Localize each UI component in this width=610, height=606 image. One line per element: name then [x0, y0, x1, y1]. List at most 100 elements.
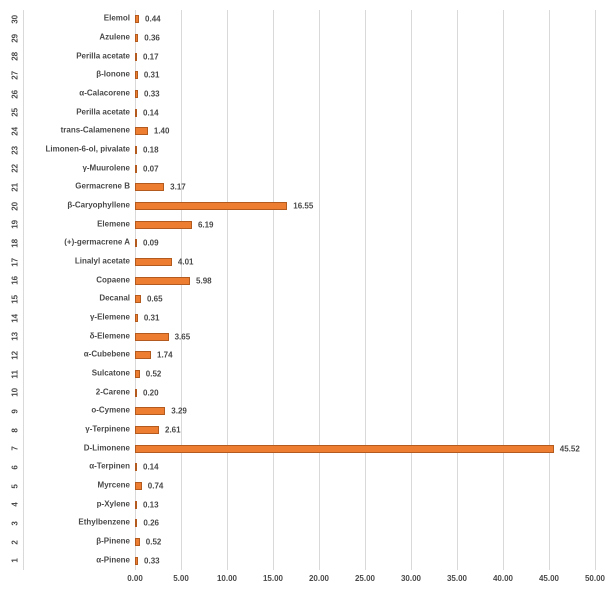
- x-axis-tick-label: 20.00: [309, 574, 329, 583]
- y-category-label: α-Calacorene: [26, 90, 130, 99]
- y-index-label: 28: [6, 48, 25, 66]
- bar: [135, 15, 139, 23]
- bar-value-label: 0.33: [144, 89, 160, 98]
- y-index-label: 26: [6, 85, 25, 103]
- bar: [135, 407, 165, 415]
- chart-row: 29Azulene0.36: [0, 29, 610, 48]
- y-index-label: 25: [6, 104, 25, 122]
- bar: [135, 258, 172, 266]
- bar: [135, 165, 137, 173]
- y-index-label: 24: [6, 122, 25, 140]
- chart-row: 22γ-Muurolene0.07: [0, 159, 610, 178]
- bar-value-label: 0.36: [144, 33, 160, 42]
- bar-value-label: 0.74: [148, 481, 164, 490]
- y-category-label: Linalyl acetate: [26, 258, 130, 267]
- y-category-label: α-Cubebene: [26, 351, 130, 360]
- bar: [135, 90, 138, 98]
- bar-value-label: 0.17: [143, 52, 159, 61]
- chart-row: 25Perilla acetate 0.14: [0, 103, 610, 122]
- y-index-label: 21: [6, 178, 25, 196]
- bar-value-label: 0.14: [143, 108, 159, 117]
- y-index-label: 11: [6, 365, 25, 383]
- y-category-label: γ-Muurolene: [26, 164, 130, 173]
- chart-row: 28Perilla acetate0.17: [0, 47, 610, 66]
- y-index-label: 10: [6, 384, 25, 402]
- y-category-label: 2-Carene: [26, 388, 130, 397]
- bar-value-label: 6.19: [198, 220, 214, 229]
- bar: [135, 146, 137, 154]
- chart-row: 8γ-Terpinene2.61: [0, 421, 610, 440]
- y-category-label: Elemol: [26, 15, 130, 24]
- y-category-label: Elemene: [26, 220, 130, 229]
- y-category-label: o-Cymene: [26, 407, 130, 416]
- bar-value-label: 3.65: [175, 332, 191, 341]
- chart-row: 9o-Cymene3.29: [0, 402, 610, 421]
- bar: [135, 183, 164, 191]
- y-index-label: 12: [6, 346, 25, 364]
- chart-row: 4p-Xylene0.13: [0, 495, 610, 514]
- bar: [135, 389, 137, 397]
- bar: [135, 314, 138, 322]
- y-index-label: 15: [6, 290, 25, 308]
- y-category-label: δ-Elemene: [26, 332, 130, 341]
- chart-container: 0.005.0010.0015.0020.0025.0030.0035.0040…: [0, 0, 610, 606]
- chart-row: 19Elemene 6.19: [0, 215, 610, 234]
- y-index-label: 18: [6, 234, 25, 252]
- y-category-label: Sulcatone: [26, 370, 130, 379]
- y-index-label: 3: [6, 514, 25, 532]
- y-category-label: Germacrene B: [26, 183, 130, 192]
- chart-row: 5Myrcene0.74: [0, 477, 610, 496]
- x-axis-tick-label: 0.00: [127, 574, 143, 583]
- y-category-label: Azulene: [26, 34, 130, 43]
- bar: [135, 519, 137, 527]
- x-axis-tick-label: 10.00: [217, 574, 237, 583]
- bar: [135, 482, 142, 490]
- y-category-label: β-Caryophyllene: [26, 202, 130, 211]
- y-category-label: γ-Terpinene: [26, 426, 130, 435]
- x-axis-tick-label: 15.00: [263, 574, 283, 583]
- chart-row: 102-Carene 0.20: [0, 383, 610, 402]
- bar-value-label: 3.17: [170, 183, 186, 192]
- chart-row: 3Ethylbenzene0.26: [0, 514, 610, 533]
- y-index-label: 17: [6, 253, 25, 271]
- y-category-label: trans-Calamenene: [26, 127, 130, 136]
- bar-value-label: 0.52: [146, 369, 162, 378]
- bar: [135, 277, 190, 285]
- bar: [135, 53, 137, 61]
- x-axis-tick-label: 25.00: [355, 574, 375, 583]
- bar-value-label: 0.65: [147, 295, 163, 304]
- bar: [135, 557, 138, 565]
- chart-row: 27β-Ionone0.31: [0, 66, 610, 85]
- bar: [135, 463, 137, 471]
- y-index-label: 6: [6, 458, 25, 476]
- bar-value-label: 0.31: [144, 313, 160, 322]
- chart-row: 11Sulcatone 0.52: [0, 365, 610, 384]
- y-category-label: Myrcene: [26, 482, 130, 491]
- y-index-label: 9: [6, 402, 25, 420]
- bar: [135, 426, 159, 434]
- y-index-label: 19: [6, 216, 25, 234]
- bar: [135, 538, 140, 546]
- chart-row: 14γ-Elemene0.31: [0, 309, 610, 328]
- chart-row: 30Elemol0.44: [0, 10, 610, 29]
- y-index-label: 20: [6, 197, 25, 215]
- y-index-label: 7: [6, 440, 25, 458]
- x-axis-tick-label: 35.00: [447, 574, 467, 583]
- bar: [135, 295, 141, 303]
- bar-value-label: 1.74: [157, 351, 173, 360]
- x-axis-tick-label: 50.00: [585, 574, 605, 583]
- bar-value-label: 0.44: [145, 15, 161, 24]
- y-index-label: 1: [6, 552, 25, 570]
- chart-row: 23Limonen-6-ol, pivalate0.18: [0, 141, 610, 160]
- bar: [135, 109, 137, 117]
- chart-row: 26α-Calacorene 0.33: [0, 85, 610, 104]
- bar: [135, 333, 169, 341]
- chart-row: 1α-Pinene0.33: [0, 551, 610, 570]
- bar-value-label: 0.13: [143, 500, 159, 509]
- bar: [135, 34, 138, 42]
- chart-row: 16Copaene5.98: [0, 271, 610, 290]
- y-category-label: D-Limonene: [26, 444, 130, 453]
- bar-value-label: 0.20: [143, 388, 159, 397]
- bar-value-label: 5.98: [196, 276, 212, 285]
- y-category-label: Perilla acetate: [26, 108, 130, 117]
